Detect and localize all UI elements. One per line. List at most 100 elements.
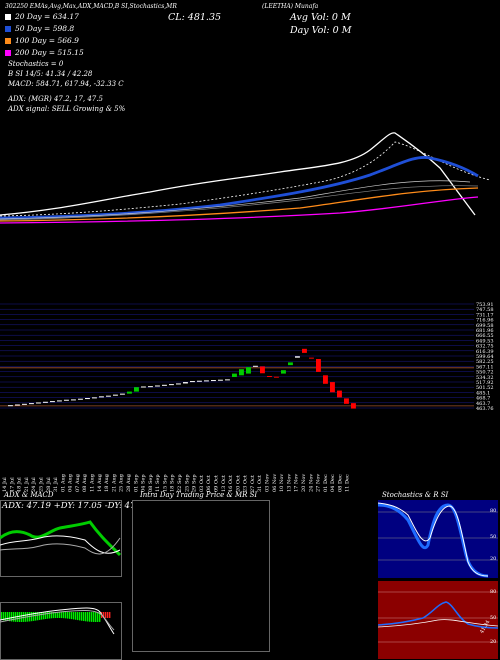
candle bbox=[323, 375, 328, 384]
candle bbox=[113, 394, 118, 396]
date-tick-label: 03 Nov bbox=[265, 474, 271, 492]
legend-swatch bbox=[5, 50, 11, 56]
ema-gray2-line bbox=[0, 185, 479, 221]
rsi-tick-80: 80 bbox=[490, 589, 497, 595]
candle bbox=[141, 386, 146, 388]
date-tick-label: 06 Nov bbox=[272, 474, 278, 492]
candle bbox=[295, 356, 300, 358]
macd-bar bbox=[103, 612, 105, 618]
macd-bar bbox=[53, 612, 55, 619]
macd-value: MACD: 584.71, 617.94, -32.33 C bbox=[8, 80, 124, 88]
date-tick-label: 11 Dec bbox=[345, 474, 351, 492]
macd-bar bbox=[73, 612, 75, 620]
candle bbox=[351, 403, 356, 409]
price-tick-label: 716.96 bbox=[476, 318, 494, 324]
macd-bar bbox=[109, 612, 111, 618]
date-tick-label: 08 Sep bbox=[148, 474, 154, 492]
ema20-line bbox=[0, 141, 491, 217]
date-tick-label: 14 Aug bbox=[97, 473, 103, 492]
avg-vol-label: Avg Vol: 0 M bbox=[290, 12, 351, 23]
adx-macd-title: ADX & MACD bbox=[4, 491, 54, 499]
candle bbox=[50, 401, 55, 403]
macd-bar bbox=[87, 612, 89, 622]
date-tick-label: 03 Oct bbox=[199, 475, 205, 492]
candle bbox=[85, 398, 90, 400]
price-tick-label: 599.64 bbox=[476, 354, 494, 360]
adx-readout: ADX: 47.19 +DY: 17.05 -DY: 47.51 bbox=[2, 501, 149, 511]
legend-label: 200 Day = 515.15 bbox=[15, 48, 84, 57]
stochastics-title: Stochastics & R SI bbox=[382, 491, 449, 499]
macd-bar bbox=[105, 612, 107, 618]
candle bbox=[36, 402, 41, 404]
date-tick-label: 25 Aug bbox=[119, 473, 125, 492]
rsi-signal-line bbox=[378, 619, 499, 628]
ema-gray-line bbox=[0, 180, 471, 220]
stochastics-value: Stochastics = 0 bbox=[8, 60, 64, 68]
date-tick-label: 15 Sep bbox=[162, 474, 168, 492]
candle bbox=[78, 398, 83, 400]
price-line bbox=[0, 132, 476, 216]
legend-label: 20 Day = 634.17 bbox=[15, 12, 79, 21]
legend-ema20: 20 Day = 634.17 bbox=[5, 12, 84, 24]
candle bbox=[204, 380, 209, 382]
macd-bar bbox=[59, 612, 61, 619]
candle bbox=[120, 393, 125, 395]
adx-line bbox=[0, 520, 122, 557]
macd-bar bbox=[69, 612, 71, 619]
rsi-line bbox=[378, 601, 499, 629]
adx-signal: ADX signal: SELL Growing & 5% bbox=[8, 105, 126, 113]
macd-bar bbox=[91, 612, 93, 622]
stoch-tick-80: 80 bbox=[490, 508, 497, 514]
macd-bar bbox=[37, 612, 39, 621]
candle bbox=[127, 391, 132, 394]
candle bbox=[225, 379, 230, 381]
macd-bar bbox=[19, 612, 21, 622]
macd-bar bbox=[89, 612, 91, 622]
candle bbox=[239, 369, 244, 376]
date-tick-label: 01 Aug bbox=[60, 473, 66, 492]
date-tick-label: 24 Jul bbox=[31, 477, 37, 492]
price-tick-label: 567.11 bbox=[476, 364, 494, 370]
macd-bar bbox=[55, 612, 57, 619]
date-tick-label: 17 Jul bbox=[9, 477, 15, 492]
price-tick-label: 731.17 bbox=[476, 312, 494, 318]
macd-frame bbox=[0, 602, 122, 660]
date-tick-label: 04 Dec bbox=[330, 474, 336, 492]
legend-ema200: 200 Day = 515.15 bbox=[5, 48, 84, 60]
candle bbox=[337, 390, 342, 398]
macd-bar bbox=[75, 612, 77, 620]
macd-bar bbox=[21, 612, 23, 622]
day-vol-label: Day Vol: 0 M bbox=[290, 25, 352, 36]
legend-swatch bbox=[5, 26, 11, 32]
macd-bar bbox=[11, 612, 13, 622]
date-tick-label: 25 Sep bbox=[184, 474, 190, 492]
ticker-label: (LEETHA) Munafa bbox=[262, 3, 319, 10]
candle bbox=[57, 400, 62, 402]
macd-bar bbox=[49, 612, 51, 619]
price-tick-label: 468.7 bbox=[476, 396, 490, 402]
candle bbox=[99, 396, 104, 398]
macd-bar bbox=[61, 612, 63, 619]
plus-dy-line bbox=[0, 535, 121, 554]
rsi-tick-50: 50 bbox=[490, 615, 497, 621]
candle bbox=[64, 399, 69, 401]
price-tick-label: 582.25 bbox=[476, 359, 494, 365]
date-tick-label: 16 Oct bbox=[228, 475, 234, 492]
ema50-line bbox=[0, 156, 479, 220]
date-tick-label: 13 Oct bbox=[221, 475, 227, 492]
date-tick-label: 27 Nov bbox=[316, 474, 322, 492]
legend-swatch bbox=[5, 14, 11, 20]
macd-bar bbox=[43, 612, 45, 620]
ema-legend: 20 Day = 634.17 50 Day = 598.8 100 Day =… bbox=[5, 12, 84, 60]
price-tick-label: 485.1 bbox=[476, 390, 490, 396]
macd-bar bbox=[81, 612, 83, 621]
ema100-line bbox=[0, 187, 479, 222]
candle bbox=[169, 384, 174, 386]
macd-bar bbox=[85, 612, 87, 622]
date-tick-label: 10 Nov bbox=[279, 474, 285, 492]
date-tick-label: 27 Oct bbox=[250, 475, 256, 492]
candle bbox=[288, 362, 293, 366]
candle bbox=[218, 379, 223, 381]
candle bbox=[183, 382, 188, 384]
macd-bar bbox=[5, 612, 7, 621]
